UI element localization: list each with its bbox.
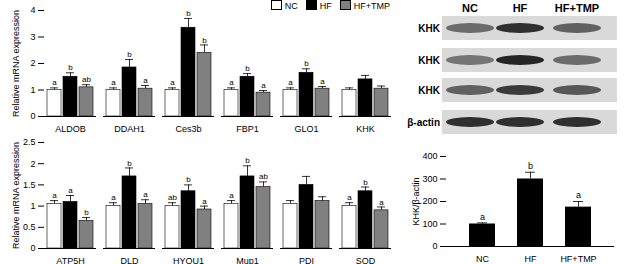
svg-text:a: a: [111, 78, 116, 87]
svg-text:a: a: [288, 78, 293, 87]
html-text:HF+TMP: HF+TMP: [353, 1, 390, 11]
svg-text:0: 0: [432, 241, 437, 251]
svg-text:a: a: [68, 186, 73, 195]
svg-text:b: b: [245, 156, 250, 165]
svg-text:a: a: [576, 190, 581, 200]
html-text:NC: NC: [284, 1, 298, 11]
svg-text:Ces3b: Ces3b: [175, 124, 201, 132]
svg-text:HF: HF: [525, 254, 537, 264]
svg-text:a: a: [143, 76, 148, 85]
svg-text:KHK: KHK: [418, 23, 440, 34]
svg-text:FBP1: FBP1: [236, 124, 259, 132]
svg-text:HF+TMP: HF+TMP: [555, 2, 599, 14]
svg-text:b: b: [127, 159, 132, 168]
svg-text:3: 3: [30, 32, 35, 42]
svg-text:4: 4: [30, 5, 35, 15]
svg-text:2: 2: [30, 58, 35, 68]
svg-text:0: 0: [30, 111, 35, 121]
svg-text:a: a: [52, 78, 57, 87]
svg-text:a: a: [261, 81, 266, 90]
svg-text:1.5: 1.5: [23, 180, 36, 190]
svg-text:b: b: [68, 63, 73, 72]
svg-text:Relative mRNA expression: Relative mRNA expression: [11, 142, 21, 249]
svg-text:KHK: KHK: [356, 124, 375, 132]
svg-text:b: b: [202, 36, 207, 45]
svg-text:0.5: 0.5: [23, 222, 36, 232]
svg-text:0: 0: [30, 243, 35, 253]
html-text:HF: HF: [319, 1, 332, 11]
svg-text:NC: NC: [462, 2, 478, 14]
svg-text:b: b: [363, 178, 368, 187]
svg-text:b: b: [245, 64, 250, 73]
svg-text:a: a: [320, 77, 325, 86]
svg-text:DDAH1: DDAH1: [114, 124, 145, 132]
svg-text:KHK/β-actin: KHK/β-actin: [411, 177, 421, 225]
svg-text:300: 300: [422, 174, 437, 184]
svg-text:SOD: SOD: [356, 256, 376, 264]
svg-text:DLD: DLD: [120, 256, 139, 264]
svg-text:a: a: [143, 190, 148, 199]
svg-text:GLO1: GLO1: [294, 124, 318, 132]
svg-text:HF: HF: [513, 2, 528, 14]
svg-text:b: b: [127, 50, 132, 59]
svg-text:b: b: [186, 175, 191, 184]
svg-text:Relative mRNA expression: Relative mRNA expression: [11, 10, 21, 117]
svg-text:a: a: [111, 193, 116, 202]
svg-text:β-actin: β-actin: [407, 117, 440, 128]
svg-text:2.5: 2.5: [23, 137, 36, 147]
svg-text:400: 400: [422, 151, 437, 161]
svg-text:ab: ab: [259, 172, 268, 181]
svg-text:KHK: KHK: [418, 85, 440, 96]
svg-text:ATP5H: ATP5H: [56, 256, 84, 264]
svg-text:HYOU1: HYOU1: [173, 256, 204, 264]
svg-text:2: 2: [30, 159, 35, 169]
svg-text:a: a: [480, 212, 485, 222]
svg-text:200: 200: [422, 196, 437, 206]
svg-text:b: b: [186, 9, 191, 18]
svg-text:b: b: [84, 208, 89, 217]
svg-text:b: b: [304, 59, 309, 68]
svg-text:b: b: [528, 161, 533, 171]
svg-text:Mup1: Mup1: [236, 256, 259, 264]
svg-text:a: a: [170, 78, 175, 87]
svg-text:a: a: [202, 197, 207, 206]
svg-text:1: 1: [30, 201, 35, 211]
svg-text:a: a: [52, 191, 57, 200]
svg-text:a: a: [229, 78, 234, 87]
svg-text:a: a: [229, 191, 234, 200]
svg-text:KHK: KHK: [418, 55, 440, 66]
svg-text:NC: NC: [476, 254, 489, 264]
svg-text:ALDOB: ALDOB: [55, 124, 86, 132]
svg-text:a: a: [379, 198, 384, 207]
svg-text:ab: ab: [168, 193, 177, 202]
svg-text:PDI: PDI: [299, 256, 314, 264]
svg-text:HF+TMP: HF+TMP: [560, 254, 596, 264]
svg-text:ab: ab: [82, 75, 91, 84]
svg-text:a: a: [347, 193, 352, 202]
svg-text:1: 1: [30, 85, 35, 95]
svg-text:100: 100: [422, 219, 437, 229]
